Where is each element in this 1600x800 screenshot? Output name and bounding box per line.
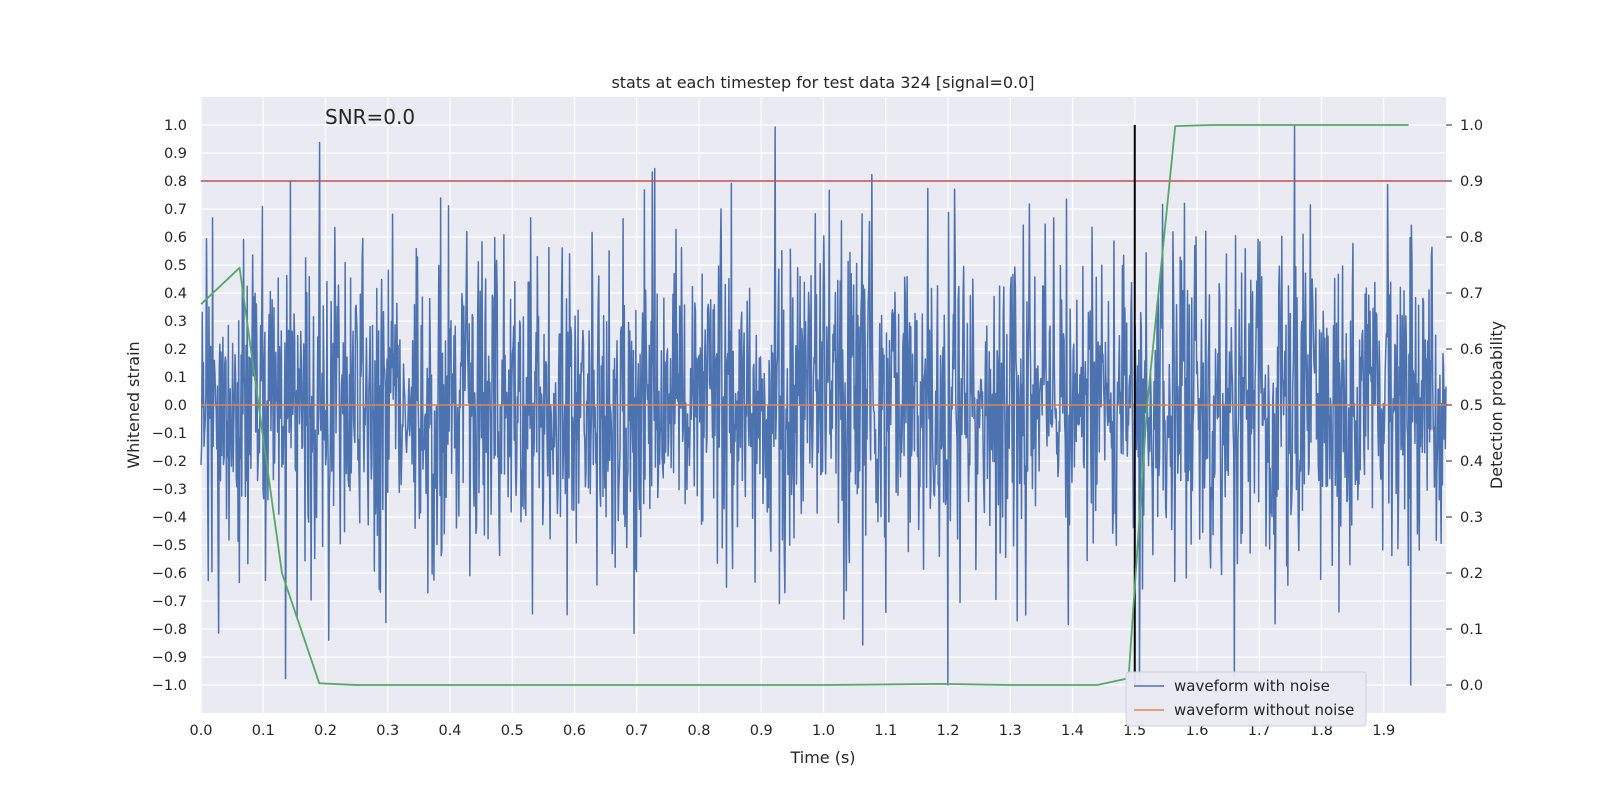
x-tick-label: 0.6 [563, 723, 586, 739]
x-tick-label: 0.8 [687, 723, 710, 739]
y-tick-label-left: 0.3 [164, 314, 187, 330]
x-tick-label: 0.1 [252, 723, 275, 739]
chart-title: stats at each timestep for test data 324… [611, 73, 1034, 92]
y-tick-label-left: 0.9 [164, 146, 187, 162]
y-tick-label-left: 0.5 [164, 258, 187, 274]
y-tick-label-left: −1.0 [152, 678, 187, 694]
y-tick-label-right: 0.1 [1460, 622, 1483, 638]
y-tick-label-left: 0.4 [164, 286, 187, 302]
x-tick-label: 1.6 [1185, 723, 1208, 739]
y-tick-label-left: 0.8 [164, 174, 187, 190]
waveform-with-noise-line [200, 124, 1447, 686]
y-tick-label-left: −0.1 [152, 426, 187, 442]
detection-probability-line [200, 124, 1409, 686]
x-tick-label: 0.3 [376, 723, 399, 739]
x-tick-label: 0.5 [501, 723, 524, 739]
y-tick-label-left: −0.5 [152, 538, 187, 554]
y-tick-label-left: −0.6 [152, 566, 187, 582]
y-tick-label-right: 0.7 [1460, 286, 1483, 302]
x-tick-label: 1.3 [999, 723, 1022, 739]
legend-box [1125, 671, 1367, 727]
x-tick-label: 1.9 [1372, 723, 1395, 739]
y-tick-label-left: 0.2 [164, 342, 187, 358]
legend-label-waveform-without-noise: waveform without noise [1174, 701, 1354, 719]
series-waveform-with-noise [200, 124, 1447, 686]
x-tick-label: 0.2 [314, 723, 337, 739]
y-tick-label-left: −0.8 [152, 622, 187, 638]
y-tick-label-left: 1.0 [164, 118, 187, 134]
y-tick-label-right: 0.8 [1460, 230, 1483, 246]
x-tick-label: 1.5 [1123, 723, 1146, 739]
snr-annotation: SNR=0.0 [325, 105, 415, 129]
x-axis-label: Time (s) [789, 748, 855, 767]
y-axis-label-right: Detection probability [1487, 321, 1506, 489]
y-tick-label-left: −0.4 [152, 510, 187, 526]
y-tick-label-left: −0.3 [152, 482, 187, 498]
x-tick-label: 1.7 [1248, 723, 1271, 739]
y-tick-label-left: 0.6 [164, 230, 187, 246]
series-detection-probability [200, 124, 1409, 686]
y-tick-label-left: −0.9 [152, 650, 187, 666]
y-tick-label-left: 0.7 [164, 202, 187, 218]
x-tick-label: 1.0 [812, 723, 835, 739]
x-tick-label: 0.7 [625, 723, 648, 739]
x-tick-label: 1.2 [936, 723, 959, 739]
tick-labels: 0.0 0.1 0.2 0.3 0.4 0.5 0.6 0.7 0.8 0.9 1.0 1.1 1.2 1… [152, 118, 1483, 739]
y-tick-label-left: 0.1 [164, 370, 187, 386]
y-tick-label-right: 0.6 [1460, 342, 1483, 358]
y-tick-label-left: 0.0 [164, 398, 187, 414]
y-tick-label-right: 0.2 [1460, 566, 1483, 582]
y-tick-label-left: −0.2 [152, 454, 187, 470]
y-tick-label-right: 0.0 [1460, 678, 1483, 694]
x-tick-label: 1.1 [874, 723, 897, 739]
x-tick-label: 0.4 [438, 723, 461, 739]
x-tick-label: 0.0 [189, 723, 212, 739]
y-tick-label-right: 1.0 [1460, 118, 1483, 134]
y-axis-label-left: Whitened strain [124, 341, 143, 468]
y-tick-label-right: 0.9 [1460, 174, 1483, 190]
y-tick-label-right: 0.3 [1460, 510, 1483, 526]
x-tick-label: 1.8 [1310, 723, 1333, 739]
legend-label-waveform-with-noise: waveform with noise [1174, 677, 1330, 695]
x-tick-label: 1.4 [1061, 723, 1084, 739]
legend: waveform with noise waveform without noi… [1125, 671, 1367, 727]
y-tick-label-left: −0.7 [152, 594, 187, 610]
x-tick-label: 0.9 [750, 723, 773, 739]
y-tick-label-right: 0.5 [1460, 398, 1483, 414]
y-tick-label-right: 0.4 [1460, 454, 1483, 470]
